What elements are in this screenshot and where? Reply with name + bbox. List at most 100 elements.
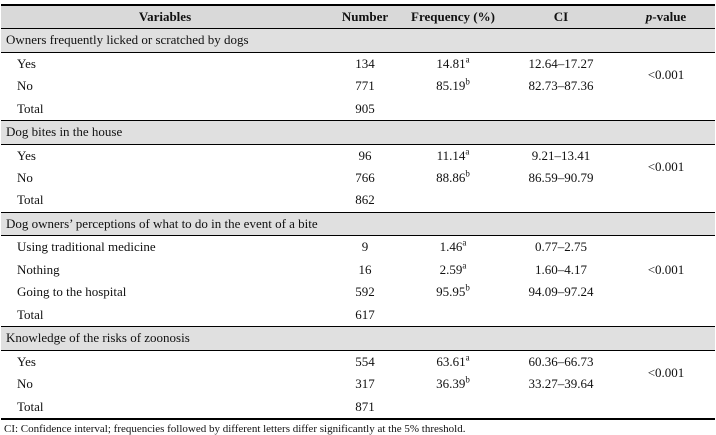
table-row: Total 617: [1, 304, 715, 327]
significance-letter: b: [465, 76, 470, 87]
section-row: Knowledge of the risks of zoonosis: [1, 326, 715, 351]
significance-letter: b: [465, 282, 470, 293]
col-header-ci: CI: [505, 4, 617, 30]
variable-cell: No: [17, 169, 33, 185]
pvalue-cell: <0.001: [647, 66, 685, 82]
variable-cell: Total: [1, 395, 329, 420]
variable-cell: Using traditional medicine: [17, 239, 156, 255]
significance-letter: b: [465, 168, 470, 179]
number-cell: 134: [355, 55, 375, 71]
col-header-pvalue: p-value: [617, 4, 715, 30]
ci-cell: [505, 189, 617, 212]
ci-cell: 33.27–39.64: [528, 376, 594, 392]
table-row: No 771 85.19b 82.73–87.36: [1, 75, 715, 97]
section-title: Dog bites in the house: [1, 120, 715, 145]
frequency-cell: 14.81a: [401, 52, 505, 75]
number-cell: 862: [355, 192, 375, 208]
table-row: Using traditional medicine 9 1.46a 0.77–…: [1, 236, 715, 277]
number-cell: 617: [355, 306, 375, 322]
frequency-value: 63.61: [436, 353, 466, 369]
table-row: Total 905: [1, 98, 715, 121]
ci-cell: 0.77–2.75: [535, 239, 587, 255]
frequency-cell: 85.19b: [401, 75, 505, 97]
header-row: Variables Number Frequency (%) CI p-valu…: [1, 4, 715, 30]
number-cell: 9: [361, 239, 369, 255]
section-title: Owners frequently licked or scratched by…: [1, 28, 715, 53]
ci-cell: 82.73–87.36: [528, 78, 594, 94]
significance-letter: a: [462, 260, 467, 271]
ci-cell: 12.64–17.27: [528, 55, 594, 71]
frequency-value: 95.95: [436, 284, 466, 300]
pvalue-cell: [617, 395, 715, 420]
ci-cell: [505, 395, 617, 420]
frequency-cell: 1.46a: [401, 236, 505, 259]
col-header-frequency: Frequency (%): [401, 4, 505, 30]
number-cell: 871: [329, 395, 401, 420]
pvalue-cell: <0.001: [647, 261, 685, 277]
table-footnote: CI: Confidence interval; frequencies fol…: [4, 422, 466, 435]
variable-cell: Total: [17, 306, 44, 322]
variable-cell: Total: [17, 192, 44, 208]
pvalue-cell: [617, 189, 715, 212]
variable-cell: Yes: [17, 147, 36, 163]
frequency-cell: 11.14a: [401, 144, 505, 167]
col-header-number: Number: [329, 4, 401, 30]
significance-letter: a: [465, 146, 470, 157]
frequency-cell: 36.39b: [401, 373, 505, 395]
section-row: Dog owners’ perceptions of what to do in…: [1, 211, 715, 237]
table-row: No 317 36.39b 33.27–39.64: [1, 373, 715, 395]
table-row: Total 862: [1, 189, 715, 212]
ci-cell: 1.60–4.17: [535, 261, 587, 277]
frequency-cell: [401, 98, 505, 121]
results-table: Variables Number Frequency (%) CI p-valu…: [1, 4, 715, 420]
significance-letter: a: [465, 352, 470, 363]
number-cell: 766: [355, 169, 375, 185]
ci-cell: 9.21–13.41: [531, 147, 591, 163]
frequency-cell: [401, 189, 505, 212]
frequency-value: 1.46: [439, 239, 463, 255]
variable-cell: Yes: [17, 353, 36, 369]
variable-cell: Yes: [17, 55, 36, 71]
ci-cell: [505, 304, 617, 327]
number-cell: 905: [355, 100, 375, 116]
frequency-value: 2.59: [439, 261, 463, 277]
table-row: Yes 96 11.14a 9.21–13.41 <0.001: [1, 144, 715, 174]
number-cell: 16: [358, 261, 372, 277]
paper-table-page: Variables Number Frequency (%) CI p-valu…: [1, 4, 715, 435]
pvalue-cell: [617, 98, 715, 121]
table-row: Total 871: [1, 395, 715, 420]
variable-cell: Total: [17, 100, 44, 116]
pvalue-suffix: -value: [652, 9, 687, 24]
number-cell: 771: [355, 78, 375, 94]
ci-cell: [505, 98, 617, 121]
pvalue-cell: [617, 304, 715, 327]
frequency-value: 11.14: [436, 147, 466, 163]
table-row: Nothing 16 2.59a 1.60–4.17: [1, 259, 715, 281]
frequency-value: 88.86: [436, 169, 466, 185]
section-title: Dog owners’ perceptions of what to do in…: [1, 211, 715, 237]
table-row: Going to the hospital 592 95.95b 94.09–9…: [1, 281, 715, 303]
table-row: Yes 134 14.81a 12.64–17.27 <0.001: [1, 52, 715, 82]
frequency-value: 85.19: [436, 78, 466, 94]
ci-cell: 86.59–90.79: [528, 169, 594, 185]
number-cell: 96: [358, 147, 372, 163]
ci-cell: 94.09–97.24: [528, 284, 594, 300]
frequency-cell: 63.61a: [401, 350, 505, 373]
significance-letter: a: [462, 238, 467, 248]
section-row: Dog bites in the house: [1, 120, 715, 145]
frequency-cell: [401, 395, 505, 420]
section-row: Owners frequently licked or scratched by…: [1, 28, 715, 53]
frequency-value: 36.39: [436, 376, 466, 392]
pvalue-cell: <0.001: [647, 158, 685, 174]
variable-cell: Going to the hospital: [17, 284, 127, 300]
variable-cell: No: [17, 376, 33, 392]
significance-letter: b: [465, 374, 470, 385]
pvalue-italic-p: p: [645, 9, 653, 24]
table-row: No 766 88.86b 86.59–90.79: [1, 167, 715, 189]
number-cell: 554: [355, 353, 375, 369]
ci-cell: 60.36–66.73: [528, 353, 594, 369]
frequency-value: 14.81: [436, 55, 466, 71]
section-title: Knowledge of the risks of zoonosis: [1, 326, 715, 351]
frequency-cell: 95.95b: [401, 281, 505, 303]
frequency-cell: [401, 304, 505, 327]
